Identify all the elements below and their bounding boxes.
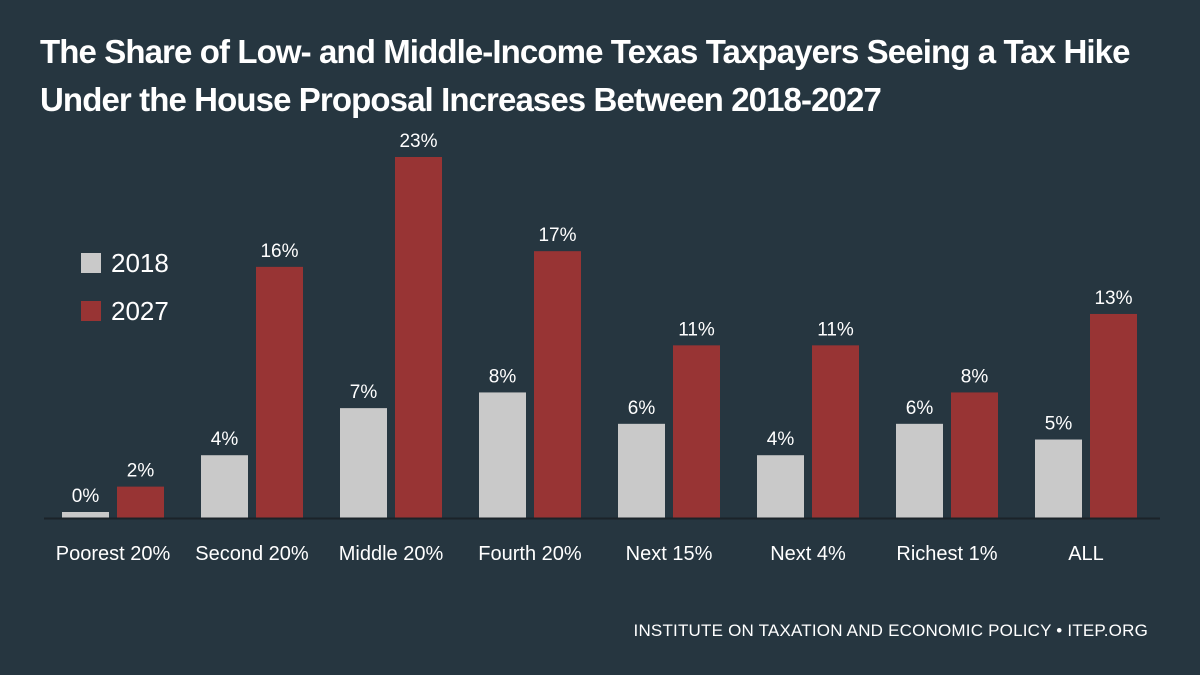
value-label-2018-next-15pct: 6% [628,398,656,419]
x-tick-label-all: ALL [1068,543,1104,565]
value-label-2018-poorest-20pct: 0% [72,486,100,507]
value-label-2018-middle-20pct: 7% [350,382,378,403]
value-label-2018-fourth-20pct: 8% [489,366,517,387]
bar-2018-all [1035,439,1082,518]
chart-title: The Share of Low- and Middle-Income Texa… [40,33,1130,118]
bar-2027-next-15pct [673,345,720,518]
legend-label-2027: 2027 [111,296,169,326]
value-label-2027-fourth-20pct: 17% [538,225,576,246]
value-label-2027-all: 13% [1094,288,1132,309]
value-label-2027-next-4pct: 11% [817,319,854,340]
value-label-2027-richest-1pct: 8% [961,366,989,387]
x-tick-label-poorest-20pct: Poorest 20% [56,543,171,565]
bar-2027-next-4pct [812,345,859,518]
bar-2018-second-20pct [201,455,248,518]
bar-2027-all [1090,313,1137,518]
value-label-2027-poorest-20pct: 2% [127,461,155,482]
bar-2027-fourth-20pct [534,251,581,518]
bar-2018-middle-20pct [340,408,387,518]
x-tick-label-richest-1pct: Richest 1% [896,543,997,565]
x-tick-label-next-4pct: Next 4% [770,543,846,565]
bar-2018-next-15pct [618,423,665,518]
x-tick-label-next-15pct: Next 15% [626,543,713,565]
legend-label-2018: 2018 [111,248,169,278]
bar-2018-fourth-20pct [479,392,526,518]
bar-2027-poorest-20pct [117,486,164,518]
value-label-2027-second-20pct: 16% [260,241,298,262]
value-label-2018-richest-1pct: 6% [906,398,934,419]
x-tick-label-second-20pct: Second 20% [195,543,309,565]
legend-swatch-2018 [81,253,101,273]
x-tick-label-middle-20pct: Middle 20% [339,543,444,565]
bar-2027-second-20pct [256,266,303,518]
value-label-2027-next-15pct: 11% [678,319,715,340]
value-label-2018-second-20pct: 4% [211,429,239,450]
value-label-2027-middle-20pct: 23% [399,131,437,152]
bar-2018-poorest-20pct [62,512,109,518]
value-label-2018-next-4pct: 4% [767,429,795,450]
legend-swatch-2027 [81,301,101,321]
bar-2027-middle-20pct [395,157,442,518]
source-credit: INSTITUTE ON TAXATION AND ECONOMIC POLIC… [633,621,1148,640]
x-tick-label-fourth-20pct: Fourth 20% [478,543,582,565]
bar-2018-next-4pct [757,455,804,518]
bar-2018-richest-1pct [896,423,943,518]
bar-2027-richest-1pct [951,392,998,518]
value-label-2018-all: 5% [1045,414,1073,435]
